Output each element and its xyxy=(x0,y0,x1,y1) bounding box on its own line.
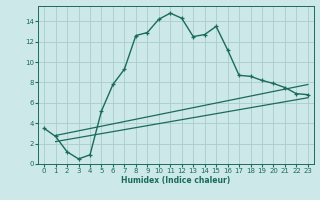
X-axis label: Humidex (Indice chaleur): Humidex (Indice chaleur) xyxy=(121,176,231,185)
